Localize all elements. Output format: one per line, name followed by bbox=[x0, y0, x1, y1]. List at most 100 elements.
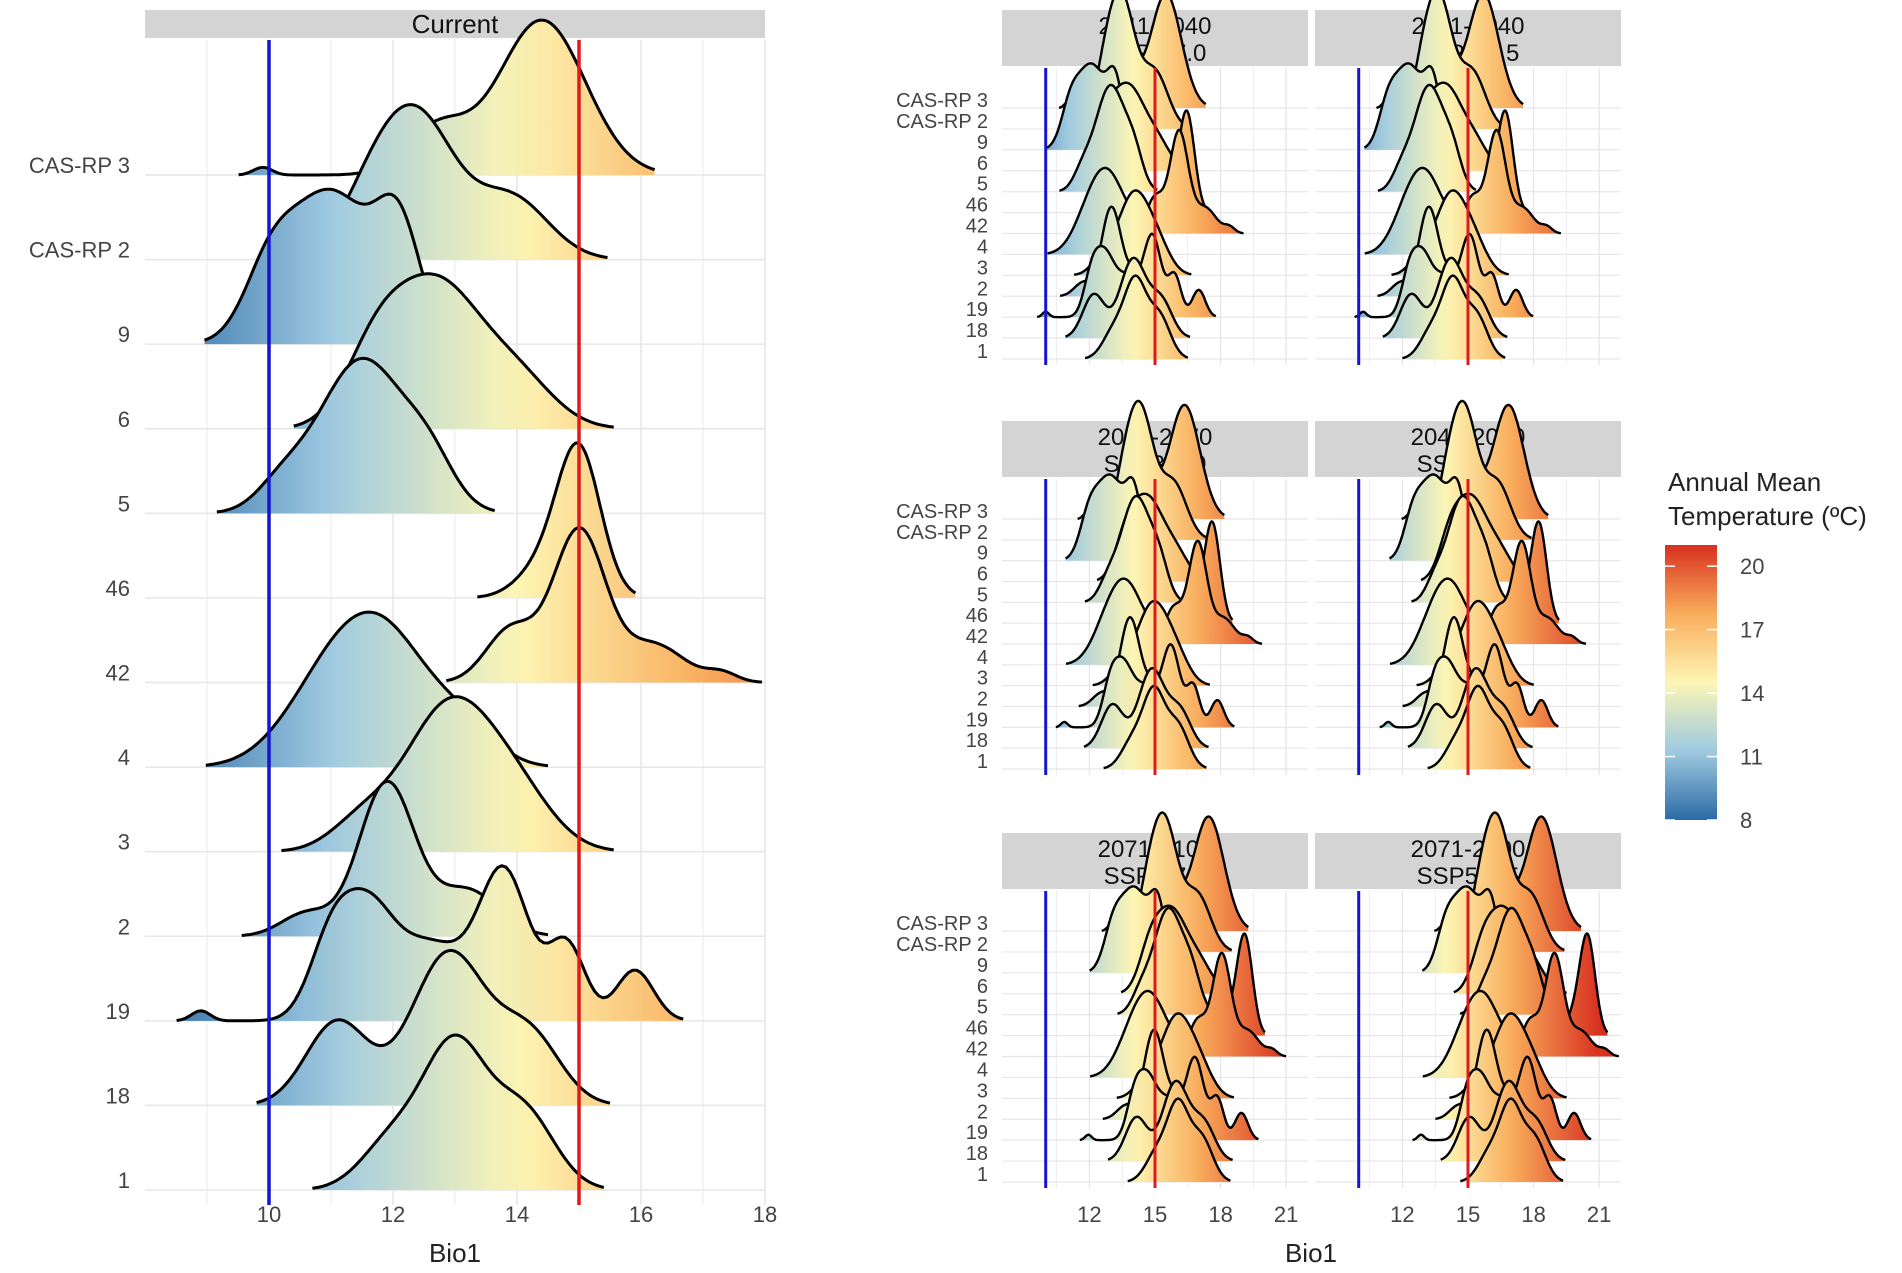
panel-2071-2100-ssp3-7-0-ridge-42-fill bbox=[1174, 953, 1287, 1057]
current-row-label-3: 3 bbox=[118, 830, 130, 855]
row-label-4: 4 bbox=[977, 647, 988, 669]
row-label-18: 18 bbox=[966, 1143, 988, 1165]
panel-2071-2100-ssp3-7-0-ridge-5-fill bbox=[1117, 908, 1216, 1015]
current-row-label-1: 1 bbox=[118, 1168, 130, 1193]
panel-2071-2100-ssp3-7-0-ridge-42 bbox=[1174, 951, 1287, 1058]
row-label-3: 3 bbox=[977, 668, 988, 690]
panel-2041-2070-ssp3-7-0-ridges bbox=[1044, 399, 1263, 775]
panel-2041-2070-ssp5-8-5-ridge-5-outline bbox=[1411, 494, 1510, 603]
current-x-tick-14: 14 bbox=[505, 1202, 529, 1227]
legend-colorbar bbox=[1665, 545, 1717, 820]
current-ridges bbox=[176, 18, 763, 1205]
panel-2041-2070-ssp3-7-0-ridge-42-fill bbox=[1150, 540, 1263, 644]
current-strip bbox=[145, 10, 765, 38]
panel-2041-2070-ssp3-7-0-ridge-42-outline bbox=[1150, 539, 1263, 645]
panel-2071-2100-ssp5-8-5-ridges bbox=[1357, 811, 1620, 1188]
panel-2071-2100-ssp3-7-0-ridges bbox=[1044, 811, 1287, 1188]
panel-2011-2040-ssp5-8-5: 2011-2040SSP5-8.5 bbox=[1315, 0, 1621, 365]
current-row-label-4: 4 bbox=[118, 745, 130, 770]
panel-2011-2040-ssp3-7-0-ridge-42-fill bbox=[1132, 130, 1244, 234]
panel-2071-2100-ssp5-8-5-ridge-18-outline bbox=[1440, 1079, 1566, 1162]
current-x-axis-title: Bio1 bbox=[429, 1238, 481, 1268]
current-ridge-18-fill bbox=[256, 950, 610, 1106]
current-ridge-3 bbox=[281, 695, 614, 853]
current-strip-title: Current bbox=[412, 9, 499, 39]
panel-2071-2100-ssp5-8-5-strip bbox=[1315, 833, 1621, 889]
row-label-5: 5 bbox=[977, 997, 988, 1019]
panel-2041-2070-ssp5-8-5-ridge-5-fill bbox=[1411, 496, 1510, 603]
panel-2041-2070-ssp5-8-5-ridge-1 bbox=[1427, 684, 1531, 770]
future-x-tick-15: 15 bbox=[1143, 1202, 1167, 1227]
panel-2041-2070-ssp5-8-5-ridge-cas-rp-3-fill bbox=[1401, 404, 1549, 519]
current-ridge-46-outline bbox=[477, 441, 637, 599]
row-label-3: 3 bbox=[977, 257, 988, 279]
future-x-tick-21: 21 bbox=[1274, 1202, 1298, 1227]
panel-2071-2100-ssp3-7-0-ridge-5-outline bbox=[1117, 906, 1216, 1015]
panel-2071-2100-ssp3-7-0-ridge-46-fill bbox=[1209, 933, 1265, 1036]
current-ridge-cas-rp-3-fill bbox=[238, 20, 655, 175]
legend-tick-11: 11 bbox=[1740, 745, 1763, 770]
current-ridge-5-outline bbox=[216, 356, 496, 514]
panel-2011-2040-ssp3-7-0-ridge-42 bbox=[1131, 128, 1244, 235]
legend-title-line2: Temperature (ºC) bbox=[1668, 501, 1867, 531]
panel-2041-2070-ssp5-8-5-ridge-1-fill bbox=[1427, 685, 1531, 769]
row-label-cas-rp-2: CAS-RP 2 bbox=[896, 522, 988, 544]
panel-2071-2100-ssp5-8-5-ridge-5-fill bbox=[1460, 908, 1558, 1015]
future-x-tick-18: 18 bbox=[1208, 1202, 1232, 1227]
panel-2041-2070-ssp5-8-5-ridge-42-outline bbox=[1474, 539, 1587, 645]
panel-2071-2100-ssp5-8-5-ridge-cas-rp-3-fill bbox=[1434, 816, 1581, 931]
current-ridge-3-fill bbox=[281, 696, 614, 852]
row-label-2: 2 bbox=[977, 1101, 988, 1123]
panel-2011-2040-ssp3-7-0-ridge-1-outline bbox=[1084, 274, 1189, 360]
panel-2011-2040-ssp3-7-0-ridge-18-outline bbox=[1064, 256, 1191, 339]
row-label-18: 18 bbox=[966, 320, 988, 342]
panel-2071-2100-ssp5-8-5-ridge-42 bbox=[1507, 951, 1620, 1058]
row-label-1: 1 bbox=[977, 341, 988, 363]
panel-2011-2040-ssp5-8-5-ridge-1-outline bbox=[1402, 274, 1506, 360]
legend-tick-20: 20 bbox=[1740, 554, 1764, 579]
panel-2041-2070-ssp5-8-5-ridge-1-outline bbox=[1427, 684, 1531, 770]
panel-2071-2100-ssp3-7-0-ridge-1 bbox=[1127, 1097, 1231, 1183]
panel-2011-2040-ssp5-8-5-ridge-18-outline bbox=[1382, 256, 1508, 339]
panel-2011-2040-ssp5-8-5-ridge-5 bbox=[1377, 83, 1477, 192]
current-x-tick-16: 16 bbox=[629, 1202, 653, 1227]
row-label-1: 1 bbox=[977, 1164, 988, 1186]
panel-2071-2100-ssp5-8-5-ridge-46-fill bbox=[1551, 933, 1608, 1036]
current-row-label-46: 46 bbox=[106, 576, 130, 601]
current-x-tick-12: 12 bbox=[381, 1202, 405, 1227]
panel-2071-2100-ssp5-8-5-ridge-42-fill bbox=[1507, 953, 1619, 1057]
current-row-label-2: 2 bbox=[118, 914, 130, 939]
panel-2011-2040-ssp3-7-0-ridge-5-outline bbox=[1059, 83, 1158, 192]
panel-2041-2070-ssp5-8-5-ridge-42 bbox=[1474, 539, 1587, 645]
legend-tick-14: 14 bbox=[1740, 681, 1764, 706]
future-x-tick-12: 12 bbox=[1390, 1202, 1414, 1227]
row-label-4: 4 bbox=[977, 1059, 988, 1081]
panel-2011-2040-ssp5-8-5-ridge-1 bbox=[1402, 274, 1506, 360]
panel-2071-2100-ssp3-7-0-ridge-1-fill bbox=[1127, 1098, 1231, 1182]
future-x-tick-15: 15 bbox=[1456, 1202, 1480, 1227]
row-label-6: 6 bbox=[977, 976, 988, 998]
current-ridge-19 bbox=[176, 864, 684, 1023]
future-x-tick-12: 12 bbox=[1077, 1202, 1101, 1227]
panel-2011-2040-ssp3-7-0-ridges bbox=[1036, 0, 1244, 365]
current-ridge-2-fill bbox=[241, 781, 548, 937]
row-label-18: 18 bbox=[966, 730, 988, 752]
panel-2041-2070-ssp5-8-5-ridge-5 bbox=[1411, 494, 1510, 603]
current-x-tick-10: 10 bbox=[257, 1202, 281, 1227]
current-row-label-cas-rp-3: CAS-RP 3 bbox=[29, 153, 130, 178]
row-label-6: 6 bbox=[977, 153, 988, 175]
row-label-19: 19 bbox=[966, 709, 988, 731]
row-label-46: 46 bbox=[966, 195, 988, 217]
row-label-1: 1 bbox=[977, 751, 988, 773]
row-label-19: 19 bbox=[966, 299, 988, 321]
row-label-3: 3 bbox=[977, 1080, 988, 1102]
panel-2071-2100-ssp3-7-0-ridge-1-outline bbox=[1127, 1097, 1231, 1183]
row-label-6: 6 bbox=[977, 564, 988, 586]
panel-2041-2070-ssp3-7-0-ridge-5 bbox=[1084, 494, 1184, 603]
